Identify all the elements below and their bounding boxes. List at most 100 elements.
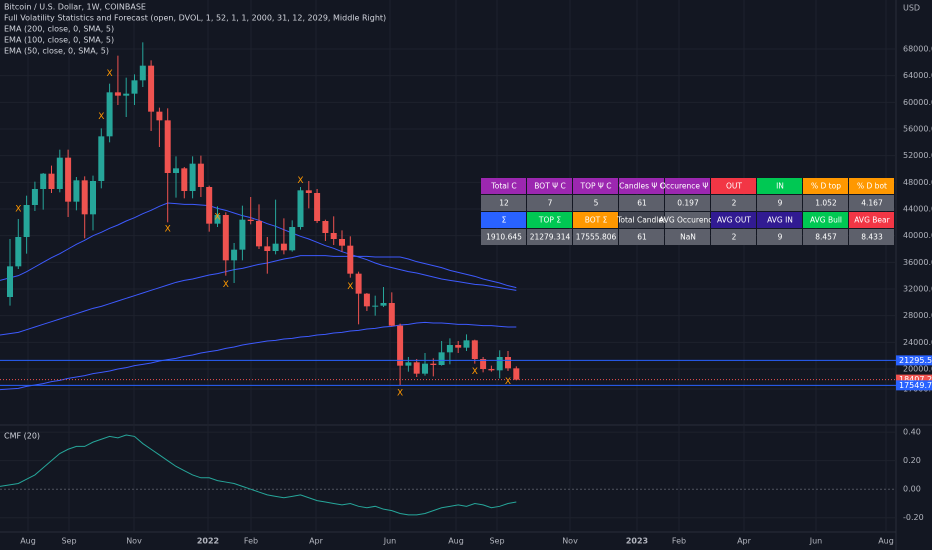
table-cell-text: 61 [637, 199, 647, 208]
table-cell-text: Total Candles [616, 216, 667, 225]
table-cell [757, 195, 802, 211]
y-tick-label: 24000.00 [903, 338, 932, 347]
candle-body [372, 305, 379, 307]
candle-body [297, 190, 304, 227]
candle-body [31, 189, 38, 205]
candle-body [463, 340, 470, 348]
x-tick-label: Jun [809, 537, 823, 546]
table-cell [803, 178, 848, 194]
table-cell-text: TOP Ψ C [580, 182, 612, 191]
candle-body [114, 92, 121, 96]
table-cell-text: Σ [502, 216, 507, 225]
table-cell-text: 8.457 [815, 233, 837, 242]
y-tick-label: 56000.00 [903, 125, 932, 134]
candle-body [81, 180, 88, 215]
table-cell [481, 229, 526, 245]
candle-body [355, 273, 362, 294]
candle-body [380, 303, 387, 306]
y-tick-label: 64000.00 [903, 71, 932, 80]
y-tick-label: 36000.00 [903, 258, 932, 267]
table-cell [573, 195, 618, 211]
candle-body [471, 340, 478, 359]
table-cell-text: 0.197 [677, 199, 699, 208]
candle-body [405, 362, 412, 366]
y-tick-label: 20000.00 [903, 365, 932, 374]
table-cell-text: Candles Ψ C [619, 182, 665, 191]
candle-body [256, 221, 262, 247]
candle-body [239, 219, 246, 250]
legend-entry: EMA (200, close, 0, SMA, 5) [4, 25, 114, 34]
table-cell [711, 195, 756, 211]
candle-body [222, 215, 229, 261]
candle-body [181, 168, 188, 191]
price-tag-label: 18407.29 [899, 375, 932, 384]
table-cell-text: BOT Σ [585, 216, 608, 225]
legend-entry: EMA (50, close, 0, SMA, 5) [4, 47, 109, 56]
table-cell [481, 178, 526, 194]
table-cell [849, 178, 894, 194]
candle-body [339, 239, 345, 246]
table-cell-text: Occurence Ψ C [660, 182, 716, 191]
plot: X X X X X X X X X X X [0, 42, 896, 516]
candle-body [131, 80, 138, 94]
table-cell [619, 212, 664, 228]
y-tick-label: 48000.00 [903, 178, 932, 187]
table-cell [849, 212, 894, 228]
y-tick-label: 32000.00 [903, 285, 932, 294]
table-cell [665, 229, 710, 245]
y-tick-label: 60000.00 [903, 98, 932, 107]
price-tag-label: 21295.56 [899, 356, 932, 365]
candle-body [446, 345, 453, 353]
table-cell-text: 9 [778, 233, 783, 242]
candle-body [7, 266, 13, 297]
ema-line [0, 321, 517, 391]
x-tick-label: 2022 [197, 537, 219, 546]
candle-body [123, 93, 130, 96]
table-cell-text: % D bot [857, 182, 887, 191]
candle-body [173, 168, 179, 173]
x-tick-label: Feb [244, 537, 258, 546]
table-cell-text: AVG Bull [810, 216, 842, 225]
signal-marker: X [347, 282, 353, 292]
x-tick-label: Nov [562, 537, 578, 546]
x-tick-label: Aug [448, 537, 464, 546]
candle-body [305, 190, 312, 193]
candle-body [156, 111, 163, 121]
price-tag [896, 355, 932, 366]
price-tag-label: 17549.76 [899, 381, 932, 390]
x-tick-label: Aug [878, 537, 894, 546]
signal-marker: X [165, 225, 171, 235]
candle-body [280, 243, 287, 251]
candle-body [40, 173, 47, 189]
signal-marker: X [297, 176, 303, 186]
candle-body [65, 157, 72, 202]
x-tick-label: Sep [61, 537, 76, 546]
table-cell [573, 178, 618, 194]
candle-body [388, 303, 395, 326]
x-tick-label: Feb [672, 537, 686, 546]
y-tick-label: 68000.00 [903, 45, 932, 54]
table-cell [619, 178, 664, 194]
candle-body [322, 221, 329, 233]
candle-body [289, 227, 296, 251]
candle-body [314, 193, 321, 221]
table-cell [757, 212, 802, 228]
ema-line [0, 255, 517, 336]
candle-body [496, 357, 503, 371]
candle-body [264, 246, 271, 251]
candle-body [513, 368, 520, 380]
table-cell [665, 195, 710, 211]
table-cell-text: 12 [499, 199, 509, 208]
candle-body [247, 219, 254, 221]
table-cell-text: 1910.645 [486, 233, 522, 242]
table-cell [803, 195, 848, 211]
candle-body [56, 157, 63, 189]
x-tick-label: Jun [383, 537, 397, 546]
table-cell [757, 178, 802, 194]
table-cell-text: 17555.806 [576, 233, 617, 242]
candle-body [206, 187, 213, 224]
y-tick-label: 44000.00 [903, 205, 932, 214]
legend-entry: EMA (100, close, 0, SMA, 5) [4, 36, 114, 45]
candle-body [347, 245, 354, 274]
candle-body [214, 215, 221, 224]
